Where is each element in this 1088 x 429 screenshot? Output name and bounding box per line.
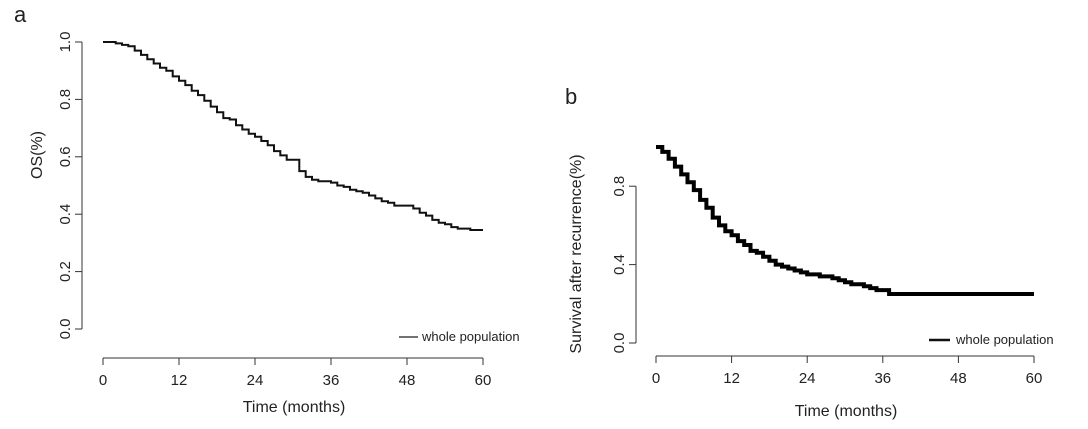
panel-a-legend: whole population bbox=[399, 329, 520, 344]
panel-b-y-tick-label: 0.0 bbox=[611, 333, 628, 354]
panel-a: a 0.0 0.2 0.4 0.6 0.8 1.0 0 12 24 36 48 60 Time (m… bbox=[14, 2, 520, 416]
panel-a-y-tick-label: 0.4 bbox=[57, 204, 74, 225]
panel-b-x-tick-label: 36 bbox=[874, 370, 891, 387]
panel-b-letter: b bbox=[565, 84, 577, 109]
panel-a-y-axis-title: OS(%) bbox=[29, 131, 46, 179]
panel-a-y-tick-label: 1.0 bbox=[57, 32, 74, 53]
panel-b-plot-area bbox=[656, 145, 1034, 296]
panel-a-x-tick-label: 48 bbox=[399, 372, 416, 389]
panel-a-legend-label: whole population bbox=[421, 329, 520, 344]
panel-a-letter: a bbox=[14, 2, 27, 27]
panel-a-y-axis: 0.0 0.2 0.4 0.6 0.8 1.0 bbox=[57, 32, 83, 340]
panel-b-x-axis: 0 12 24 36 48 60 bbox=[652, 355, 1043, 387]
panel-a-survival-curve bbox=[103, 41, 483, 231]
panel-a-x-axis-title: Time (months) bbox=[243, 399, 346, 416]
panel-a-x-tick-label: 12 bbox=[171, 372, 188, 389]
panel-b-survival-curve bbox=[656, 145, 1034, 296]
panel-a-x-tick-label: 36 bbox=[323, 372, 340, 389]
panel-b-x-tick-label: 48 bbox=[950, 370, 967, 387]
panel-b-x-tick-label: 24 bbox=[799, 370, 816, 387]
panel-b-y-axis-title: Survival after recurrence(%) bbox=[568, 154, 585, 353]
panel-b-y-tick-label: 0.4 bbox=[611, 254, 628, 275]
panel-a-x-tick-label: 24 bbox=[247, 372, 264, 389]
panel-b-y-axis: 0.0 0.4 0.8 bbox=[611, 176, 637, 354]
panel-a-plot-area bbox=[103, 41, 483, 231]
panel-a-y-tick-label: 0.2 bbox=[57, 261, 74, 282]
panel-a-x-axis: 0 12 24 36 48 60 bbox=[99, 357, 492, 389]
panel-b-x-axis-title: Time (months) bbox=[795, 403, 898, 420]
panel-a-y-tick-label: 0.0 bbox=[57, 319, 74, 340]
panel-a-y-tick-label: 0.6 bbox=[57, 146, 74, 167]
panel-b-legend: whole population bbox=[929, 332, 1054, 347]
panel-a-x-tick-label: 60 bbox=[475, 372, 492, 389]
panel-b-legend-label: whole population bbox=[955, 332, 1054, 347]
panel-b-x-tick-label: 60 bbox=[1026, 370, 1043, 387]
panel-b: b 0.0 0.4 0.8 0 12 24 36 48 60 Time (months) Su… bbox=[565, 84, 1054, 420]
panel-b-x-tick-label: 0 bbox=[652, 370, 660, 387]
panel-a-y-tick-label: 0.8 bbox=[57, 89, 74, 110]
panel-b-x-tick-label: 12 bbox=[723, 370, 740, 387]
panel-b-y-tick-label: 0.8 bbox=[611, 176, 628, 197]
panel-a-x-tick-label: 0 bbox=[99, 372, 107, 389]
